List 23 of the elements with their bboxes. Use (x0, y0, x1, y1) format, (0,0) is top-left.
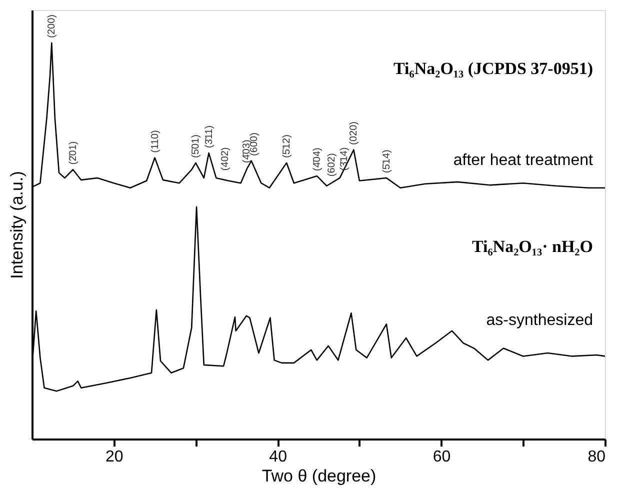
annotation: Ti₆Na₂O₁₃ (JCPDS 37-0951) (393, 58, 593, 78)
annotation: (2̄01) (68, 141, 79, 165)
x-tick-label: 40 (269, 448, 288, 466)
annotation: (600) (248, 132, 260, 156)
annotation: (4̄04) (312, 148, 323, 171)
annotation: (200) (46, 14, 58, 38)
annotation: (5̄12) (282, 134, 293, 158)
annotation: (3̄14) (338, 147, 350, 171)
annotation: (402) (220, 147, 232, 171)
x-tick-label: 80 (588, 448, 606, 466)
annotation: (5̄14) (381, 150, 392, 173)
y-axis-title: Intensity (a.u.) (8, 171, 26, 279)
annotation: (110) (150, 130, 161, 153)
x-axis-title: Two θ (degree) (262, 466, 376, 486)
annotation: Ti₆Na₂O₁₃· nH₂O (472, 237, 593, 256)
annotation: (602) (326, 153, 338, 177)
annotation: (5̄01) (190, 134, 202, 158)
annotation: (020) (348, 121, 360, 145)
x-tick-label: 60 (432, 448, 451, 466)
x-tick-label: 20 (105, 448, 124, 466)
series-label: as-synthesized (486, 312, 593, 330)
series-label: after heat treatment (453, 152, 594, 169)
annotation: (3̄11) (204, 125, 215, 148)
